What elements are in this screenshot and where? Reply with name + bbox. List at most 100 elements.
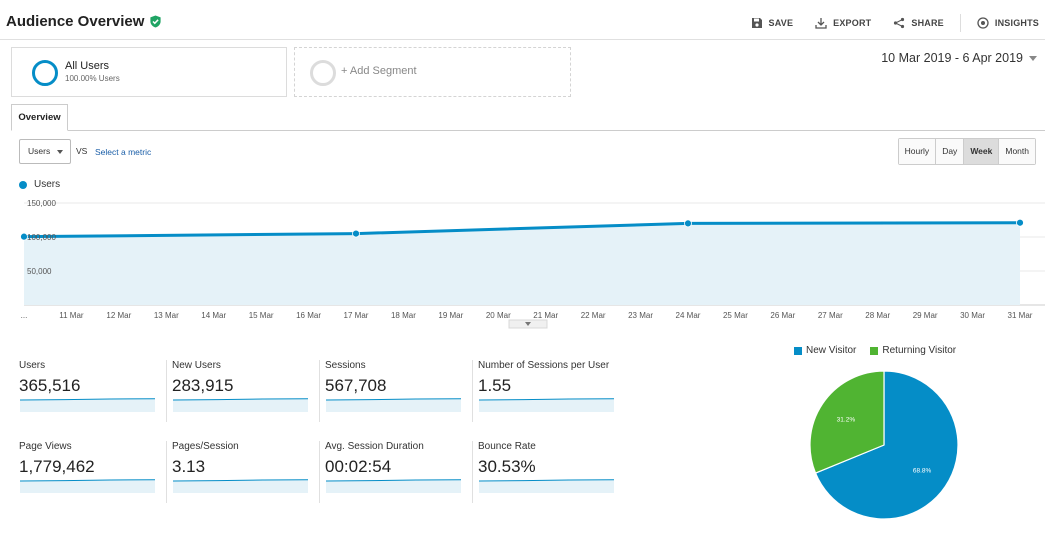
x-tick-label: 13 Mar [154, 311, 179, 320]
x-tick-label: 24 Mar [676, 311, 701, 320]
scorecard-divider [166, 441, 167, 503]
insights-icon [977, 17, 989, 29]
empty-segment-ring-icon [310, 60, 336, 86]
scorecard-value: 567,708 [325, 376, 387, 395]
insights-label: INSIGHTS [994, 18, 1039, 28]
scorecard: Number of Sessions per User 1.55 [478, 360, 633, 422]
scorecard-sparkline [326, 398, 461, 412]
share-button[interactable]: SHARE [893, 17, 944, 29]
x-tick-label: 27 Mar [818, 311, 843, 320]
scorecard-value: 3.13 [172, 457, 206, 476]
scorecard-sparkline [173, 398, 308, 412]
x-tick-label: 12 Mar [106, 311, 131, 320]
scorecard: Page Views 1,779,462 [19, 441, 174, 503]
scorecard-value: 1.55 [478, 376, 512, 395]
scorecard-sparkline [20, 479, 155, 493]
select-metric-link[interactable]: Select a metric [95, 147, 152, 157]
x-tick-label: 23 Mar [628, 311, 653, 320]
tab-divider [11, 130, 1045, 131]
scorecard-value: 1,779,462 [19, 457, 95, 476]
scorecard-divider [166, 360, 167, 422]
x-tick-label: 19 Mar [438, 311, 463, 320]
segment-all-users[interactable]: All Users 100.00% Users [11, 47, 287, 97]
report-header: Audience Overview SAVE EXPORT SHARE INSI… [0, 0, 1045, 40]
tab-overview[interactable]: Overview [11, 104, 68, 131]
scorecard-sparkline [173, 479, 308, 493]
data-point[interactable] [352, 229, 360, 238]
x-tick-label: 28 Mar [865, 311, 890, 320]
pie-legend-returning-label: Returning Visitor [882, 345, 957, 356]
export-icon [815, 18, 827, 29]
scorecard-value: 00:02:54 [325, 457, 392, 476]
scorecard-divider [472, 441, 473, 503]
scorecard-sparkline [479, 398, 614, 412]
x-tick-label: 29 Mar [913, 311, 938, 320]
scorecard-label: Bounce Rate [478, 441, 536, 452]
users-area-chart: 150,000 100,000 50,000 ... 11 Mar 12 Mar 13 M… [20, 199, 1045, 329]
share-icon [894, 17, 905, 29]
add-segment-button[interactable]: + Add Segment [294, 47, 571, 97]
granularity-week-button[interactable]: Week [963, 139, 999, 164]
pie-slice-label: 68.8% [913, 468, 932, 475]
granularity-day-button[interactable]: Day [935, 139, 964, 164]
data-point[interactable] [1016, 218, 1024, 227]
visitor-pie-chart: 68.8% 31.2% [809, 370, 959, 520]
scorecard-divider [319, 441, 320, 503]
y-tick-label: 50,000 [27, 267, 52, 276]
chevron-down-icon [525, 322, 531, 326]
x-tick-label: 16 Mar [296, 311, 321, 320]
pie-slice[interactable] [809, 370, 885, 474]
pie-legend-item-new: New Visitor [794, 345, 856, 356]
scorecard: New Users 283,915 [172, 360, 327, 422]
granularity-toggle: Hourly Day Week Month [897, 138, 1036, 165]
x-tick-label: 15 Mar [249, 311, 274, 320]
save-button[interactable]: SAVE [751, 17, 794, 29]
scorecard: Users 365,516 [19, 360, 174, 422]
scorecard-label: Pages/Session [172, 441, 239, 452]
scorecard-label: New Users [172, 360, 221, 371]
data-point[interactable] [20, 232, 28, 241]
export-button[interactable]: EXPORT [815, 17, 871, 29]
metric-dropdown[interactable]: Users [19, 139, 71, 164]
chevron-down-icon [57, 150, 63, 154]
x-tick-label: 11 Mar [59, 311, 84, 320]
x-tick-label: 26 Mar [770, 311, 795, 320]
x-tick-label: 30 Mar [960, 311, 985, 320]
y-tick-label: 100,000 [27, 233, 56, 242]
legend-swatch-icon [870, 346, 879, 355]
data-point[interactable] [684, 219, 692, 228]
scorecard: Pages/Session 3.13 [172, 441, 327, 503]
segment-percent: 100.00% Users [65, 74, 120, 83]
pie-legend-item-returning: Returning Visitor [870, 345, 956, 356]
legend-dot-icon [19, 180, 27, 189]
x-tick-label: 20 Mar [486, 311, 511, 320]
scorecard-label: Users [19, 360, 46, 371]
scorecard-label: Sessions [325, 360, 366, 371]
date-range-label: 10 Mar 2019 - 6 Apr 2019 [881, 51, 1023, 65]
granularity-hourly-button[interactable]: Hourly [898, 139, 936, 164]
insights-button[interactable]: INSIGHTS [977, 17, 1039, 29]
pie-legend: New Visitor Returning Visitor [794, 345, 956, 356]
granularity-month-button[interactable]: Month [998, 139, 1035, 164]
date-range-picker[interactable]: 10 Mar 2019 - 6 Apr 2019 [881, 51, 1037, 65]
scorecard: Avg. Session Duration 00:02:54 [325, 441, 480, 503]
report-actions: SAVE EXPORT SHARE INSIGHTS [729, 14, 1039, 32]
chart-legend-label: Users [34, 179, 61, 190]
pie-slice[interactable] [814, 370, 959, 520]
x-tick-label: 31 Mar [1008, 311, 1033, 320]
scorecard: Sessions 567,708 [325, 360, 480, 422]
pie-legend-new-label: New Visitor [806, 345, 857, 356]
save-icon [751, 18, 762, 28]
scorecard-label: Number of Sessions per User [478, 360, 610, 371]
chart-resize-handle[interactable] [508, 319, 548, 329]
vs-label: VS [76, 146, 88, 156]
scorecard-sparkline [20, 398, 155, 412]
segment-name: All Users [65, 60, 110, 72]
page-title-container: Audience Overview [6, 13, 162, 30]
pie-slice-label: 31.2% [837, 416, 856, 423]
save-label: SAVE [768, 18, 794, 28]
add-segment-label: + Add Segment [341, 65, 417, 77]
y-tick-label: 150,000 [27, 199, 56, 208]
x-tick-label: 14 Mar [201, 311, 226, 320]
segment-ring-icon [32, 60, 58, 86]
